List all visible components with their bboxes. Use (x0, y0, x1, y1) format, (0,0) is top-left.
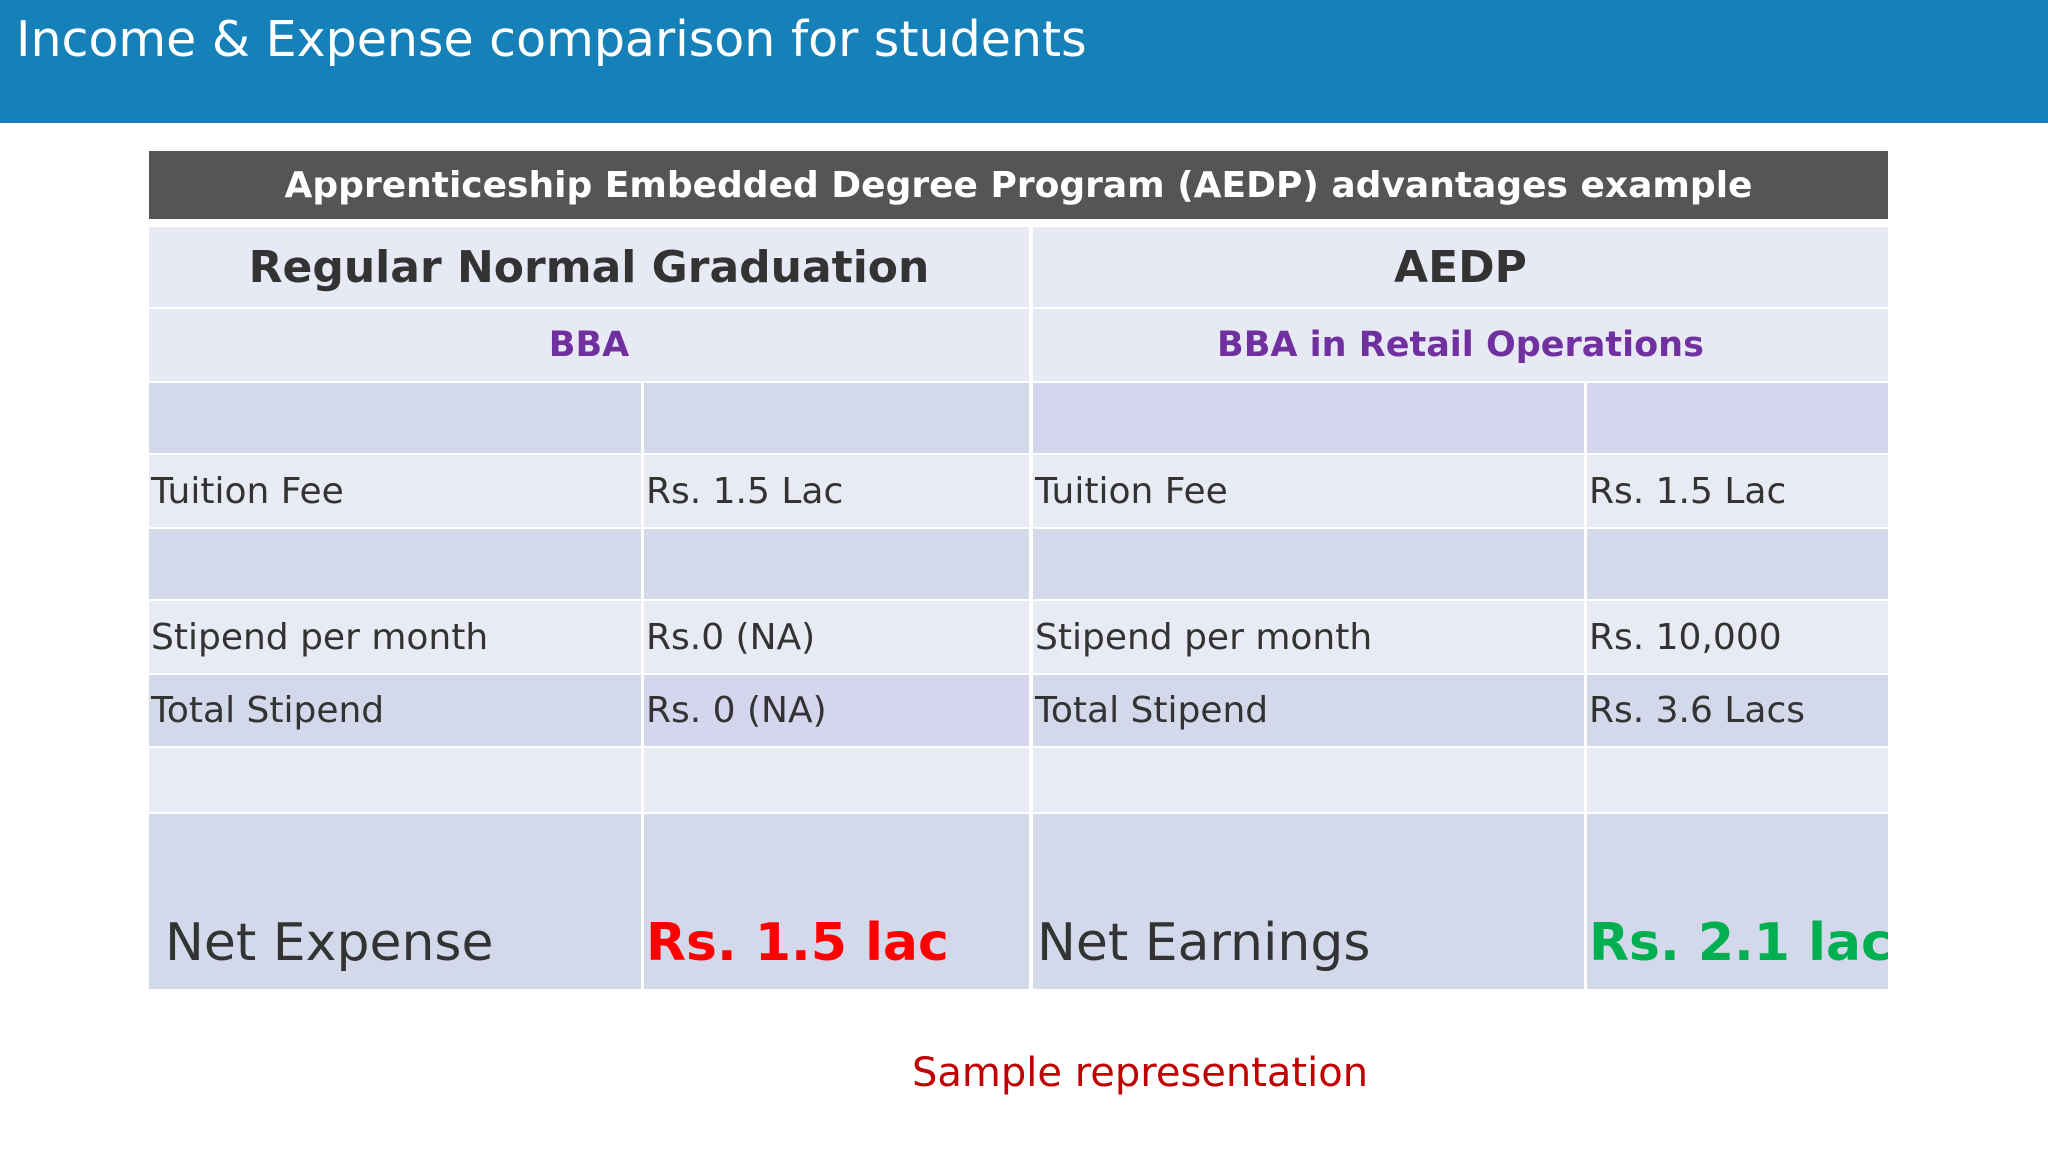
left-tuition-label: Tuition Fee (149, 455, 641, 527)
right-stipend-label: Stipend per month (1033, 601, 1584, 673)
spacer-cell (1587, 748, 1888, 812)
left-total-stipend-label: Total Stipend (149, 675, 641, 746)
left-total-stipend-value: Rs. 0 (NA) (644, 675, 1029, 746)
left-stipend-label: Stipend per month (149, 601, 641, 673)
right-tuition-label: Tuition Fee (1033, 455, 1584, 527)
net-expense-value: Rs. 1.5 lac (644, 814, 1029, 989)
footer-note: Sample representation (912, 1050, 1369, 1096)
spacer-cell (1033, 748, 1584, 812)
right-program-name: BBA in Retail Operations (1033, 309, 1888, 381)
spacer-cell (1033, 529, 1584, 599)
spacer-cell (149, 529, 641, 599)
spacer-cell (1587, 383, 1888, 453)
comparison-table: Apprenticeship Embedded Degree Program (… (149, 151, 1888, 989)
right-total-stipend-value: Rs. 3.6 Lacs (1587, 675, 1888, 746)
spacer-cell (1033, 383, 1584, 453)
spacer-cell (149, 383, 641, 453)
net-earnings-value: Rs. 2.1 lac (1587, 814, 1888, 989)
left-program-name: BBA (149, 309, 1029, 381)
table-banner: Apprenticeship Embedded Degree Program (… (149, 151, 1888, 219)
right-stipend-value: Rs. 10,000 (1587, 601, 1888, 673)
left-stipend-value: Rs.0 (NA) (644, 601, 1029, 673)
net-expense-label: Net Expense (149, 814, 641, 989)
right-total-stipend-label: Total Stipend (1033, 675, 1584, 746)
title-bar: Income & Expense comparison for students (0, 0, 2048, 123)
slide-title: Income & Expense comparison for students (16, 11, 1087, 68)
net-earnings-label: Net Earnings (1033, 814, 1584, 989)
spacer-cell (1587, 529, 1888, 599)
spacer-cell (644, 383, 1029, 453)
right-tuition-value: Rs. 1.5 Lac (1587, 455, 1888, 527)
left-column-heading: Regular Normal Graduation (149, 227, 1029, 307)
spacer-cell (644, 748, 1029, 812)
spacer-cell (644, 529, 1029, 599)
spacer-cell (149, 748, 641, 812)
right-column-heading: AEDP (1033, 227, 1888, 307)
left-tuition-value: Rs. 1.5 Lac (644, 455, 1029, 527)
